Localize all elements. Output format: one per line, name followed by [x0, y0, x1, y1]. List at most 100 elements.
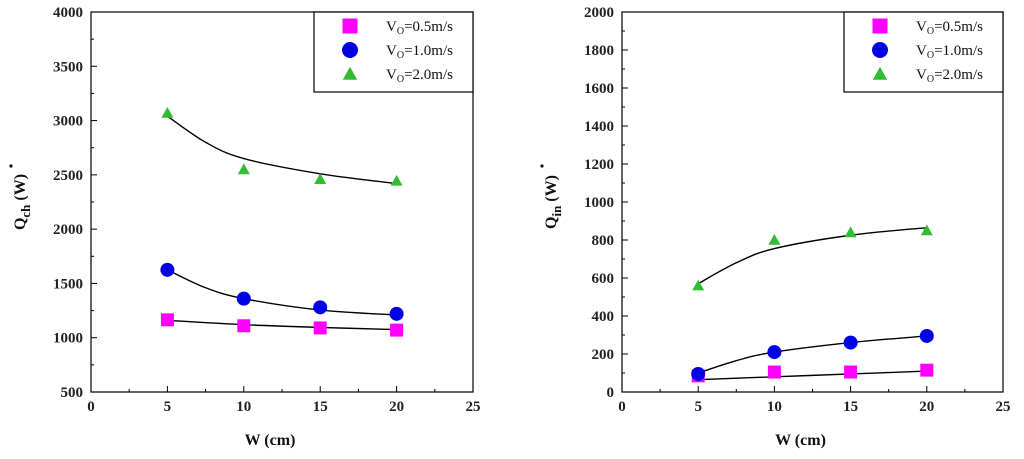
fit-curve-series-0 [167, 319, 397, 331]
y-axis-label: Qin (W) [543, 175, 564, 229]
y-tick-label: 1400 [584, 119, 614, 135]
x-tick-label: 20 [389, 399, 404, 415]
data-point-series-0 [313, 321, 327, 335]
fit-curve-series-0 [698, 370, 927, 381]
legend-label-subscript: O [397, 50, 404, 61]
y-axis-label: Qch (W) [12, 174, 33, 230]
legend-label-main: V [386, 67, 397, 83]
legend-marker-series-0 [872, 18, 888, 34]
q-dot-accent [9, 164, 13, 168]
y-tick-label: 1500 [53, 276, 83, 292]
legend-label-series-1: VO=1.0m/s [916, 43, 983, 61]
x-tick-label: 5 [164, 399, 172, 415]
y-tick-label: 1000 [53, 331, 83, 347]
y-tick-label: 2000 [53, 222, 83, 238]
legend-label-main: V [386, 19, 397, 35]
x-axis-label: W (cm) [775, 432, 826, 449]
y-tick-label: 500 [61, 385, 84, 401]
y-axis-label-subscript: in [549, 205, 564, 217]
x-tick-label: 10 [767, 399, 782, 415]
q-dot-accent [540, 164, 544, 168]
data-point-series-0 [920, 363, 934, 377]
data-point-series-2 [237, 163, 250, 175]
legend-label-subscript: O [927, 74, 934, 85]
data-point-series-1 [160, 262, 175, 277]
data-point-series-2 [314, 173, 327, 184]
legend-box [843, 11, 1004, 93]
x-tick-label: 10 [236, 399, 251, 415]
legend: VO=0.5m/sVO=1.0m/sVO=2.0m/s [843, 11, 1004, 93]
y-tick-label: 3000 [53, 114, 83, 130]
x-axis-label: W (cm) [245, 432, 296, 449]
y-tick-label: 400 [592, 309, 615, 325]
legend-marker-series-2 [342, 66, 358, 80]
legend-marker-series-1 [342, 42, 358, 58]
legend-marker-series-2 [872, 66, 888, 80]
legend-marker-series-0 [342, 18, 358, 34]
legend-label-series-0: VO=0.5m/s [386, 19, 453, 37]
y-tick-label: 0 [607, 385, 615, 401]
data-point-series-2 [692, 279, 705, 291]
x-tick-label: 0 [618, 399, 626, 415]
y-tick-label: 1600 [584, 81, 614, 97]
legend-box [313, 11, 474, 93]
data-point-series-1 [919, 328, 934, 343]
x-tick-label: 5 [694, 399, 702, 415]
legend-label-series-2: VO=2.0m/s [916, 67, 983, 85]
legend-marker-series-1 [872, 42, 888, 58]
y-axis-label-unit: (W) [12, 174, 29, 205]
data-point-series-2 [161, 106, 174, 118]
x-tick-label: 0 [87, 399, 95, 415]
y-axis-label-main: Q [543, 217, 560, 229]
legend-label-rest: =1.0m/s [404, 43, 453, 59]
data-point-series-2 [768, 234, 781, 245]
y-tick-label: 1800 [584, 43, 614, 59]
right-chart-qin: 0 5 10 15 20 25 0 200 400 600 800 1000 1200 1400 1600 1… [540, 5, 1011, 449]
legend-label-main: V [916, 43, 927, 59]
legend-label-rest: =0.5m/s [934, 19, 983, 35]
legend-label-subscript: O [927, 50, 934, 61]
y-axis-label-main: Q [12, 218, 29, 230]
legend-label-series-1: VO=1.0m/s [386, 43, 453, 61]
legend-label-rest: =2.0m/s [934, 67, 983, 83]
y-axis-label-unit: (W) [543, 175, 560, 206]
fit-curve-series-1 [697, 335, 927, 374]
data-point-series-0 [237, 319, 251, 333]
data-point-series-1 [691, 366, 706, 381]
x-tick-label: 25 [466, 399, 481, 415]
data-point-series-1 [843, 335, 858, 350]
data-point-series-1 [767, 345, 782, 360]
legend-label-subscript: O [397, 74, 404, 85]
legend-label-main: V [916, 19, 927, 35]
y-tick-label: 200 [592, 347, 615, 363]
legend-label-subscript: O [927, 26, 934, 37]
y-tick-label: 1200 [584, 157, 614, 173]
fit-curve-series-1 [167, 269, 397, 316]
y-tick-label: 2500 [53, 168, 83, 184]
data-point-series-1 [389, 306, 404, 321]
x-tick-label: 25 [996, 399, 1011, 415]
data-point-series-1 [313, 300, 328, 315]
legend: VO=0.5m/sVO=1.0m/sVO=2.0m/s [313, 11, 474, 93]
legend-label-rest: =1.0m/s [934, 43, 983, 59]
data-point-series-0 [390, 323, 404, 337]
y-tick-label: 1000 [584, 195, 614, 211]
legend-label-main: V [916, 67, 927, 83]
y-tick-label: 3500 [53, 59, 83, 75]
fit-curve-series-2 [697, 226, 927, 285]
fit-curve-series-2 [167, 115, 397, 185]
legend-label-rest: =0.5m/s [404, 19, 453, 35]
y-tick-label: 600 [592, 271, 615, 287]
legend-label-series-2: VO=2.0m/s [386, 67, 453, 85]
y-tick-label: 4000 [53, 5, 83, 21]
left-chart-qch: 0 5 10 15 20 25 500 1000 1500 2000 2500 3000 3500 400… [9, 5, 481, 449]
legend-label-rest: =2.0m/s [404, 67, 453, 83]
x-tick-label: 15 [313, 399, 328, 415]
data-point-series-2 [920, 224, 933, 236]
x-tick-label: 15 [843, 399, 858, 415]
y-tick-label: 800 [592, 233, 615, 249]
legend-label-main: V [386, 43, 397, 59]
data-point-series-0 [844, 365, 858, 379]
y-axis-label-subscript: ch [18, 204, 33, 218]
